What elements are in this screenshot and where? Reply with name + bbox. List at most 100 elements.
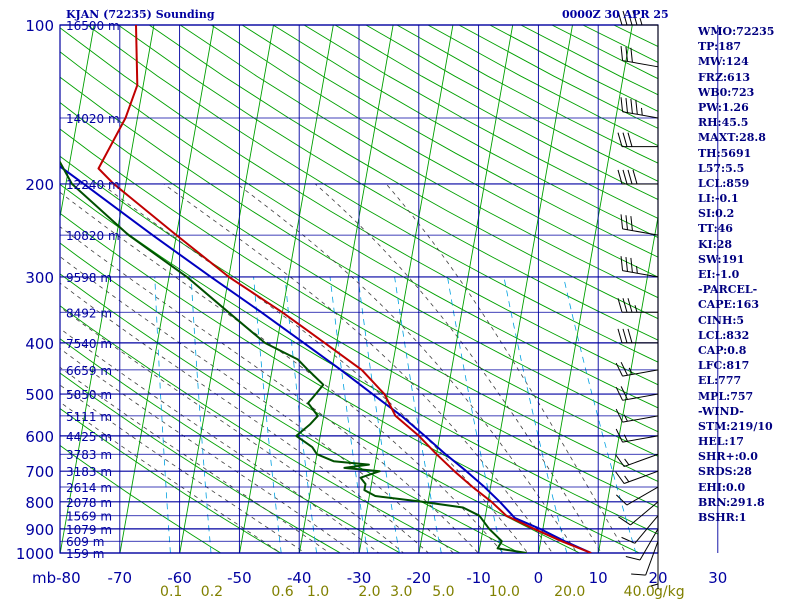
isotherm [358,25,454,553]
dry-adiabat [117,25,658,341]
wind-barb-full [635,99,638,115]
index-item: PW:1.26 [698,100,749,114]
index-item: CAP:0.8 [698,343,747,357]
index-item: SI:0.2 [698,207,735,221]
wind-barb-full [630,98,633,114]
wind-barb-staff [634,515,659,544]
pressure-tick-label: 100 [25,17,54,35]
mixing-ratio-label: 40.0 [624,584,655,600]
height-label: 5111 m [66,410,112,424]
wind-barb [615,428,659,443]
wind-barb-full [617,298,623,313]
pressure-tick-label: 800 [25,494,54,512]
height-label: 2078 m [66,496,112,510]
temperature-tick-label: -10 [466,569,491,587]
mixing-ratio-line [154,276,171,553]
index-item: BRN:291.8 [698,495,765,509]
wind-barb-full [625,98,628,113]
index-item: TP:187 [698,40,742,54]
wind-barb [617,10,658,26]
mixing-ratio-unit: g/kg [654,584,685,600]
wind-barb [620,46,659,68]
index-item: SW:191 [698,252,745,266]
pressure-tick-label: 900 [25,521,54,539]
wind-barb-staff [622,270,659,278]
height-label: 4425 m [66,430,112,444]
index-item: LI:-0.1 [698,192,739,206]
wind-barb-full [617,10,623,26]
index-item: TT:46 [698,222,733,236]
wind-barb [618,501,659,526]
wind-barb [625,528,659,561]
wind-barb [617,328,658,344]
wind-barb-full [627,169,633,185]
wind-barb-full [615,362,623,377]
height-label: 9598 m [66,271,112,285]
wind-barb-full [625,46,628,62]
isotherm [478,25,573,553]
wind-barb-staff [639,528,659,561]
index-item: KI:28 [698,237,733,251]
wind-barb-full [617,169,623,185]
wind-barb-half [634,305,638,313]
dry-adiabat [60,51,658,409]
index-item: EL:777 [698,374,742,388]
moist-adiabat [385,183,627,553]
dry-adiabat [60,305,461,553]
dry-adiabat [60,407,282,553]
pressure-tick-label: 200 [25,176,54,194]
temperature-trace [97,25,592,553]
index-item: EI:-1.0 [698,268,740,281]
wind-barb-full [615,471,625,484]
moist-adiabat [60,401,282,553]
wind-barb-staff [622,415,659,423]
wind-barb-full [620,256,624,271]
index-item: BSHR:1 [698,511,747,524]
height-label: 12240 m [66,178,120,192]
moist-adiabat [60,282,430,553]
temperature-tick-label: 10 [589,569,608,587]
mixing-ratio-line [503,276,568,553]
moist-adiabat [100,183,529,553]
wind-barb [631,541,659,576]
mixing-ratio-line [394,276,442,553]
wind-barb-staff [622,111,659,119]
isotherm [418,25,514,553]
moist-adiabat [60,226,479,553]
wind-barb [615,408,659,423]
dry-adiabat [60,212,641,553]
wind-barb-staff [626,486,659,506]
wind-barb-full [625,257,628,272]
index-item: LFC:817 [698,359,750,373]
wind-barb-full [616,494,628,506]
temperature-tick-label: -70 [108,569,133,587]
wind-barb-staff [622,60,659,68]
temperature-tick-label: -60 [167,569,192,587]
index-item: MW:124 [698,55,749,69]
isotherm [60,25,155,553]
wind-barb [615,453,659,468]
wind-barb [615,470,659,484]
mixing-ratio-label: 20.0 [554,584,585,600]
mixing-ratio-label: 2.0 [358,584,380,600]
height-label: 3183 m [66,465,112,479]
wind-barb [621,515,659,544]
wind-barb [617,298,658,313]
wind-barb-staff [622,435,659,443]
height-label: 159 m [66,547,104,561]
mixing-ratio-line [357,276,400,553]
height-label: 14020 m [66,112,120,126]
index-item: SHR+:0.0 [698,450,758,464]
temperature-tick-label: mb-80 [32,569,81,587]
wind-barb [617,132,658,148]
dry-adiabat [60,128,658,482]
wind-barb-full [620,97,624,112]
pressure-tick-label: 500 [25,386,54,404]
wind-barb-full [630,257,633,273]
index-item: HEL:17 [698,435,744,449]
wind-barb-full [622,328,628,344]
wind-barb [616,486,659,506]
index-item: LCL:859 [698,176,750,190]
wind-barb-half [624,458,630,466]
